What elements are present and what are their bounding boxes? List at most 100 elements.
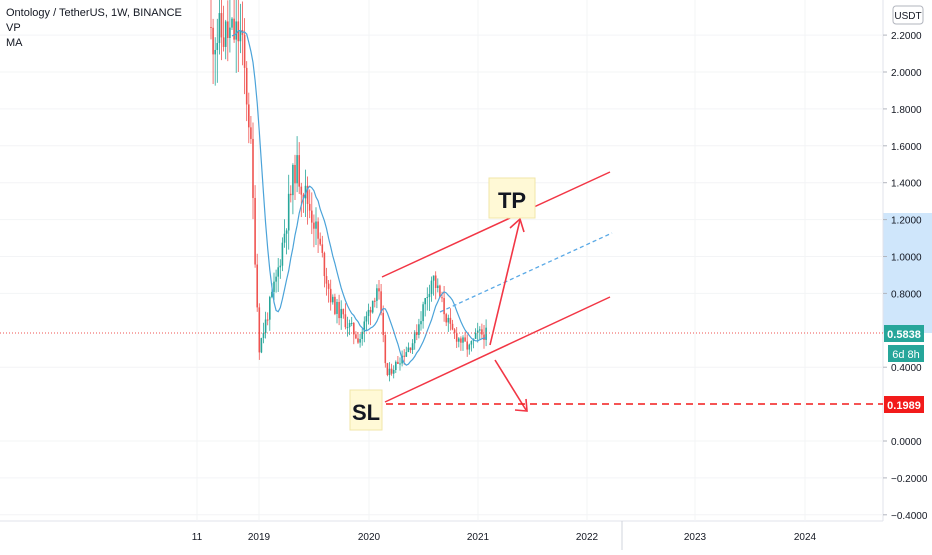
tp-arrow: [489, 217, 525, 346]
candle-body: [411, 343, 414, 351]
price-tick-label: 1.0000: [891, 253, 922, 264]
candle-body: [212, 27, 214, 55]
candle-body: [445, 314, 447, 323]
candle-body: [315, 221, 317, 229]
legend-indicator-ma[interactable]: MA: [6, 37, 23, 49]
candle-body: [277, 267, 279, 277]
candle-body: [348, 322, 351, 328]
candle-body: [376, 288, 378, 301]
candle-body: [342, 308, 345, 315]
candle-body: [424, 298, 426, 305]
candle-body: [399, 363, 401, 365]
candle-body: [231, 18, 233, 28]
candle-body: [248, 104, 250, 128]
sl-price-label: 0.1989: [887, 400, 921, 412]
candle-body: [321, 244, 324, 253]
candle-body: [468, 344, 471, 350]
candle-body: [395, 361, 397, 370]
candle-body: [409, 347, 412, 351]
time-tick-label: 11: [192, 532, 203, 543]
candle-body: [336, 301, 338, 314]
candle-body: [220, 13, 223, 38]
candle-body: [378, 288, 380, 292]
candle-body: [224, 21, 227, 47]
candle-body: [245, 67, 248, 105]
legend-symbol[interactable]: Ontology / TetherUS, 1W, BINANCE: [6, 7, 182, 19]
candle-body: [432, 275, 435, 281]
grid: [0, 0, 883, 521]
price-tick-label: 1.6000: [891, 142, 922, 153]
candle-body: [441, 297, 443, 299]
channel-lower-line: [384, 296, 611, 403]
candle-body: [298, 155, 300, 187]
price-tick-label: −0.4000: [891, 511, 928, 522]
candle-body: [464, 337, 466, 342]
candle-body: [359, 338, 361, 343]
time-tick-label: 2022: [576, 532, 599, 543]
candle-body: [300, 186, 303, 195]
time-tick-label: 2019: [248, 532, 271, 543]
channel-midline: [439, 232, 613, 313]
candle-body: [470, 341, 473, 345]
currency-badge[interactable]: USDT: [892, 5, 924, 25]
candle-body: [380, 291, 382, 313]
candle-body: [323, 252, 326, 277]
candle-body: [413, 332, 416, 344]
candle-body: [302, 194, 305, 199]
candle-body: [285, 230, 288, 234]
candle-body: [258, 307, 261, 353]
sl-label-box[interactable]: SL: [349, 389, 383, 431]
candle-body: [416, 332, 418, 335]
price-tick-label: 1.4000: [891, 179, 922, 190]
candle-body: [290, 193, 292, 196]
candle-body: [294, 164, 296, 184]
candle-body: [269, 297, 271, 320]
price-axis[interactable]: 2.2000 2.0000 1.8000 1.6000 1.4000 1.2000 1.00…: [883, 31, 928, 522]
candle-body: [260, 338, 263, 353]
candle-body: [233, 18, 235, 40]
candle-body: [455, 332, 458, 342]
candle-body: [357, 338, 359, 343]
price-tick-label: 1.2000: [891, 216, 922, 227]
time-tick-label: 2024: [794, 532, 817, 543]
candle-body: [254, 197, 256, 265]
candle-body: [252, 138, 254, 198]
candle-body: [275, 276, 277, 282]
candle-body: [388, 368, 391, 376]
candle-body: [384, 335, 387, 364]
candle-body: [367, 309, 370, 317]
legend-indicator-vp[interactable]: VP: [6, 22, 21, 34]
candle-body: [308, 203, 311, 211]
candle-body: [460, 338, 462, 343]
tp-label-box[interactable]: TP: [488, 177, 536, 219]
candle-body: [319, 238, 321, 245]
candle-body: [426, 296, 429, 299]
candle-body: [273, 281, 275, 292]
candle-body: [428, 294, 431, 297]
candle-body: [382, 312, 384, 336]
channel-upper-line: [381, 171, 611, 278]
candle-body: [434, 275, 437, 288]
candle-body: [334, 296, 336, 314]
candle-body: [479, 329, 481, 331]
candle-body: [350, 322, 353, 324]
candle-body: [214, 49, 216, 55]
candle-body: [222, 37, 225, 47]
candle-body: [371, 300, 374, 313]
candle-body: [386, 363, 389, 376]
candle-body: [338, 301, 340, 319]
time-axis[interactable]: 11 2019 2020 2021 2022 2023 2024: [192, 532, 817, 543]
candle-body: [283, 233, 286, 243]
candle-body: [369, 309, 372, 313]
candle-body: [250, 127, 252, 139]
candle-body: [271, 291, 273, 298]
candle-body: [422, 304, 424, 322]
price-tick-label: 0.4000: [891, 363, 922, 374]
candle-body: [304, 185, 307, 199]
candle-body: [420, 321, 422, 325]
candle-body: [329, 288, 332, 303]
currency-label: USDT: [894, 11, 921, 22]
candle-body: [483, 334, 485, 340]
